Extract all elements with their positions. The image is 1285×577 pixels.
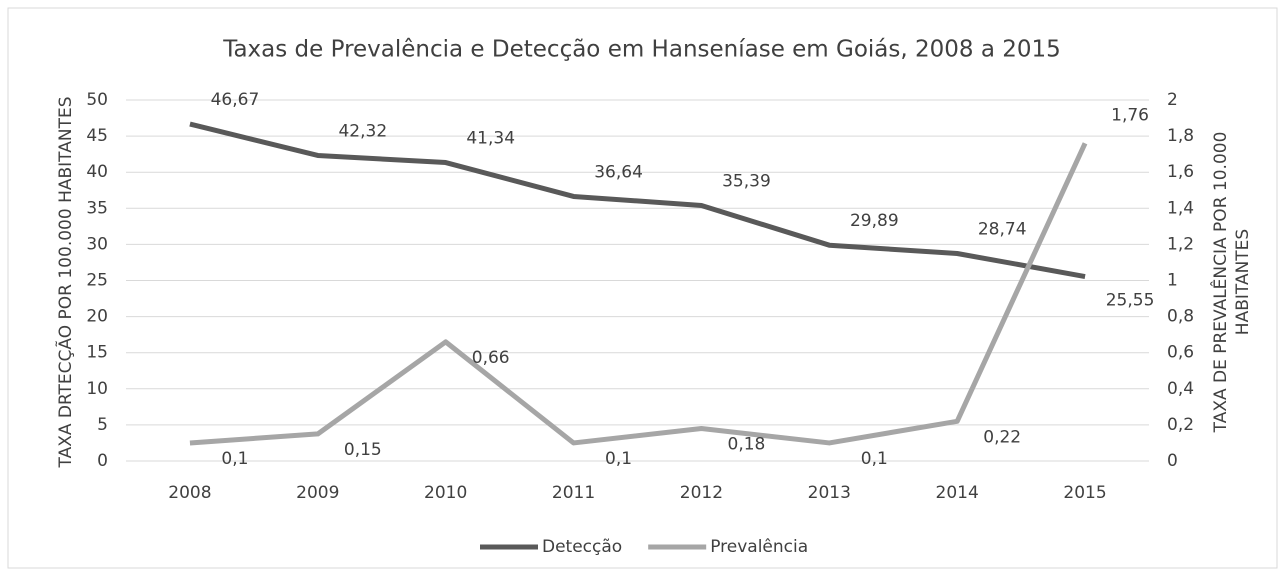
legend-label: Detecção [542, 537, 622, 557]
x-tick-label: 2013 [808, 483, 851, 503]
y2-tick-label: 0,4 [1167, 379, 1194, 399]
x-tick-label: 2015 [1063, 483, 1106, 503]
data-label: 41,34 [466, 129, 515, 149]
y2-tick-label: 0 [1167, 451, 1178, 471]
y-tick-label: 45 [86, 126, 108, 146]
y-tick-label: 25 [86, 271, 108, 291]
y-tick-label: 0 [97, 451, 108, 471]
data-label: 46,67 [211, 90, 260, 110]
data-label: 1,76 [1111, 105, 1149, 125]
y-axis-label: TAXA DRTECÇÃO POR 100.000 HABITANTES [54, 97, 76, 469]
y-tick-label: 30 [86, 234, 108, 254]
data-label: 25,55 [1106, 291, 1155, 311]
x-tick-label: 2009 [296, 483, 339, 503]
data-label: 28,74 [978, 219, 1027, 239]
x-tick-label: 2014 [936, 483, 979, 503]
y2-axis-label: TAXA DE PREVALÊNCIA POR 10.000 [1209, 132, 1231, 434]
data-label: 0,1 [861, 449, 888, 469]
y2-axis-label: HABITANTES [1233, 229, 1253, 335]
y-tick-label: 40 [86, 162, 108, 182]
y2-tick-label: 1,6 [1167, 162, 1194, 182]
data-label: 0,22 [983, 427, 1021, 447]
y-tick-label: 15 [86, 343, 108, 363]
y-tick-label: 35 [86, 198, 108, 218]
chart-border [7, 7, 1278, 569]
y-tick-label: 20 [86, 307, 108, 327]
data-label: 0,1 [221, 449, 248, 469]
x-tick-label: 2010 [424, 483, 467, 503]
y2-tick-label: 0,8 [1167, 307, 1194, 327]
y-tick-label: 5 [97, 415, 108, 435]
data-label: 0,15 [344, 440, 382, 460]
y-tick-label: 10 [86, 379, 108, 399]
y2-tick-label: 1,8 [1167, 126, 1194, 146]
data-label: 0,66 [472, 348, 510, 368]
data-label: 29,89 [850, 211, 899, 231]
legend-label: Prevalência [710, 537, 808, 557]
y-tick-label: 50 [86, 90, 108, 110]
series-line [189, 142, 1088, 446]
chart-title: Taxas de Prevalência e Detecção em Hanse… [222, 37, 1061, 63]
data-label: 36,64 [594, 162, 643, 182]
y2-tick-label: 0,6 [1167, 343, 1194, 363]
y2-tick-label: 1,2 [1167, 234, 1194, 254]
data-label: 0,18 [728, 435, 766, 455]
data-label: 0,1 [605, 449, 632, 469]
data-label: 42,32 [338, 121, 387, 141]
y2-tick-label: 0,2 [1167, 415, 1194, 435]
x-tick-label: 2012 [680, 483, 723, 503]
y2-tick-label: 1 [1167, 271, 1178, 291]
y2-tick-label: 2 [1167, 90, 1178, 110]
x-tick-label: 2011 [552, 483, 595, 503]
series-line [189, 121, 1086, 279]
data-label: 35,39 [722, 171, 771, 191]
x-tick-label: 2008 [168, 483, 211, 503]
y2-tick-label: 1,4 [1167, 198, 1194, 218]
